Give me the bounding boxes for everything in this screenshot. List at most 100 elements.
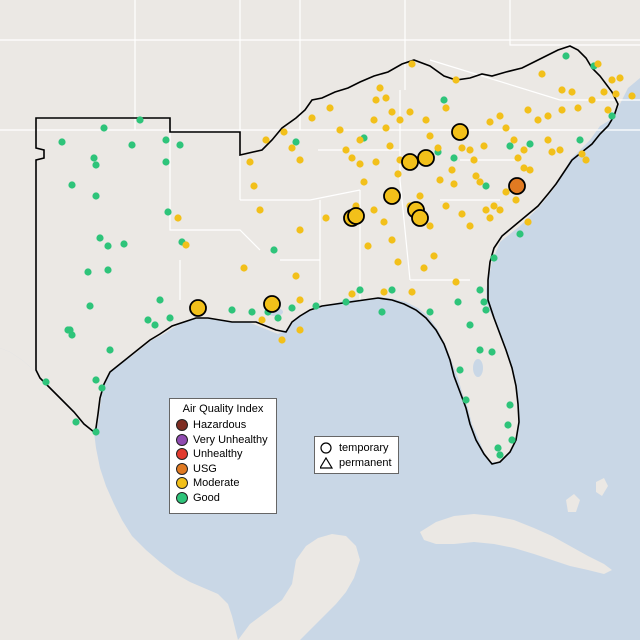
- site-moderate[interactable]: [326, 104, 334, 112]
- site-good[interactable]: [506, 142, 514, 150]
- site-moderate[interactable]: [482, 206, 490, 214]
- site-moderate[interactable]: [416, 192, 424, 200]
- site-moderate[interactable]: [604, 106, 612, 114]
- site-good[interactable]: [482, 182, 490, 190]
- site-moderate[interactable]: [520, 146, 528, 154]
- site-good[interactable]: [466, 321, 474, 329]
- site-good[interactable]: [292, 138, 300, 146]
- site-moderate[interactable]: [262, 136, 270, 144]
- site-moderate[interactable]: [588, 96, 596, 104]
- site-moderate[interactable]: [308, 114, 316, 122]
- site-moderate[interactable]: [360, 178, 368, 186]
- site-good[interactable]: [456, 366, 464, 374]
- site-good[interactable]: [482, 306, 490, 314]
- site-moderate[interactable]: [280, 128, 288, 136]
- site-moderate[interactable]: [520, 164, 528, 172]
- site-moderate[interactable]: [288, 144, 296, 152]
- site-moderate[interactable]: [372, 96, 380, 104]
- site-good[interactable]: [106, 346, 114, 354]
- site-moderate[interactable]: [174, 214, 182, 222]
- site-good[interactable]: [496, 451, 504, 459]
- site-moderate[interactable]: [582, 156, 590, 164]
- site-moderate-large[interactable]: [263, 295, 281, 313]
- site-good[interactable]: [96, 234, 104, 242]
- site-moderate[interactable]: [574, 104, 582, 112]
- site-moderate[interactable]: [612, 90, 620, 98]
- site-good[interactable]: [426, 308, 434, 316]
- site-good[interactable]: [388, 286, 396, 294]
- site-moderate[interactable]: [556, 146, 564, 154]
- site-moderate[interactable]: [396, 116, 404, 124]
- site-moderate[interactable]: [458, 210, 466, 218]
- site-moderate[interactable]: [514, 154, 522, 162]
- site-good[interactable]: [100, 124, 108, 132]
- site-moderate[interactable]: [538, 70, 546, 78]
- site-moderate[interactable]: [348, 154, 356, 162]
- site-moderate[interactable]: [480, 142, 488, 150]
- site-moderate[interactable]: [558, 106, 566, 114]
- site-moderate[interactable]: [524, 218, 532, 226]
- site-moderate-large[interactable]: [411, 209, 429, 227]
- site-moderate[interactable]: [452, 278, 460, 286]
- site-good[interactable]: [506, 401, 514, 409]
- site-good[interactable]: [92, 192, 100, 200]
- site-good[interactable]: [228, 306, 236, 314]
- site-good[interactable]: [136, 116, 144, 124]
- site-good[interactable]: [92, 428, 100, 436]
- site-moderate-large[interactable]: [401, 153, 419, 171]
- site-good[interactable]: [68, 331, 76, 339]
- site-moderate[interactable]: [496, 112, 504, 120]
- site-good[interactable]: [72, 418, 80, 426]
- site-moderate[interactable]: [380, 218, 388, 226]
- site-moderate[interactable]: [250, 182, 258, 190]
- site-good[interactable]: [440, 96, 448, 104]
- site-moderate[interactable]: [356, 136, 364, 144]
- site-moderate[interactable]: [486, 118, 494, 126]
- site-good[interactable]: [508, 436, 516, 444]
- site-good[interactable]: [162, 158, 170, 166]
- site-good[interactable]: [576, 136, 584, 144]
- site-good[interactable]: [248, 308, 256, 316]
- site-moderate[interactable]: [342, 146, 350, 154]
- site-moderate[interactable]: [296, 226, 304, 234]
- site-moderate[interactable]: [548, 148, 556, 156]
- site-moderate[interactable]: [388, 236, 396, 244]
- site-good[interactable]: [162, 136, 170, 144]
- site-good[interactable]: [378, 308, 386, 316]
- site-moderate[interactable]: [386, 142, 394, 150]
- site-good[interactable]: [151, 321, 159, 329]
- site-moderate[interactable]: [292, 272, 300, 280]
- site-moderate[interactable]: [348, 290, 356, 298]
- site-moderate[interactable]: [544, 112, 552, 120]
- site-moderate-large[interactable]: [347, 207, 365, 225]
- site-good[interactable]: [356, 286, 364, 294]
- site-good[interactable]: [166, 314, 174, 322]
- site-good[interactable]: [462, 396, 470, 404]
- site-moderate[interactable]: [534, 116, 542, 124]
- site-moderate[interactable]: [370, 116, 378, 124]
- site-moderate[interactable]: [496, 206, 504, 214]
- site-moderate[interactable]: [380, 288, 388, 296]
- site-good[interactable]: [526, 140, 534, 148]
- site-moderate[interactable]: [476, 178, 484, 186]
- site-moderate[interactable]: [256, 206, 264, 214]
- site-moderate[interactable]: [182, 241, 190, 249]
- site-moderate[interactable]: [336, 126, 344, 134]
- site-moderate[interactable]: [394, 170, 402, 178]
- site-good[interactable]: [104, 266, 112, 274]
- site-moderate[interactable]: [472, 172, 480, 180]
- site-moderate[interactable]: [364, 242, 372, 250]
- site-moderate-large[interactable]: [451, 123, 469, 141]
- site-good[interactable]: [128, 141, 136, 149]
- site-moderate[interactable]: [422, 116, 430, 124]
- site-moderate[interactable]: [408, 288, 416, 296]
- site-moderate[interactable]: [578, 150, 586, 158]
- site-moderate[interactable]: [406, 108, 414, 116]
- site-moderate[interactable]: [568, 88, 576, 96]
- site-moderate[interactable]: [296, 326, 304, 334]
- site-good[interactable]: [144, 316, 152, 324]
- site-good[interactable]: [490, 254, 498, 262]
- site-good[interactable]: [64, 326, 72, 334]
- site-good[interactable]: [58, 138, 66, 146]
- site-moderate[interactable]: [426, 132, 434, 140]
